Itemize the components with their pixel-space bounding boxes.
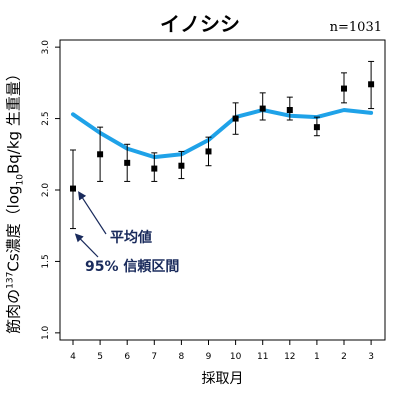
y-tick-label: 1.0 — [41, 325, 51, 340]
x-tick-label: 6 — [124, 352, 130, 362]
annotation-mean-label: 平均値 — [110, 229, 152, 246]
mean-point — [70, 185, 76, 192]
mean-point — [368, 81, 375, 88]
x-axis-label: 採取月 — [201, 371, 244, 387]
annotation-ci-label: 95% 信頼区間 — [85, 258, 179, 275]
x-tick-label: 5 — [97, 352, 103, 362]
x-tick-label: 9 — [206, 352, 212, 362]
y-tick-label: 2.5 — [41, 111, 51, 125]
x-tick-label: 10 — [230, 352, 242, 362]
x-tick-label: 7 — [151, 352, 157, 362]
x-tick-label: 3 — [368, 352, 374, 362]
mean-point — [286, 107, 293, 113]
annotation-ci-arrow — [74, 233, 99, 258]
x-tick-label: 2 — [341, 352, 347, 362]
x-tick-label: 12 — [284, 352, 295, 362]
x-tick-label: 1 — [314, 352, 320, 362]
x-tick-label: 11 — [257, 352, 268, 362]
mean-point — [232, 115, 239, 122]
mean-point — [124, 159, 131, 166]
smooth-trend-line — [71, 108, 374, 160]
sample-size-label: n=1031 — [329, 20, 382, 35]
x-tick-label: 4 — [70, 352, 76, 362]
mean-point — [205, 148, 212, 155]
mean-point — [341, 85, 347, 92]
mean-point — [259, 105, 266, 112]
y-tick-label: 1.5 — [41, 254, 51, 268]
chart-title: イノシシ — [160, 12, 240, 36]
mean-point — [151, 165, 158, 172]
y-tick-label: 2.0 — [41, 183, 51, 198]
mean-point — [178, 162, 185, 169]
x-tick-label: 8 — [179, 352, 185, 362]
y-tick-label: 3.0 — [41, 40, 51, 55]
plot-frame — [59, 39, 386, 341]
mean-point — [313, 124, 320, 131]
annotation-mean-arrow — [78, 191, 107, 235]
mean-point — [97, 151, 104, 158]
